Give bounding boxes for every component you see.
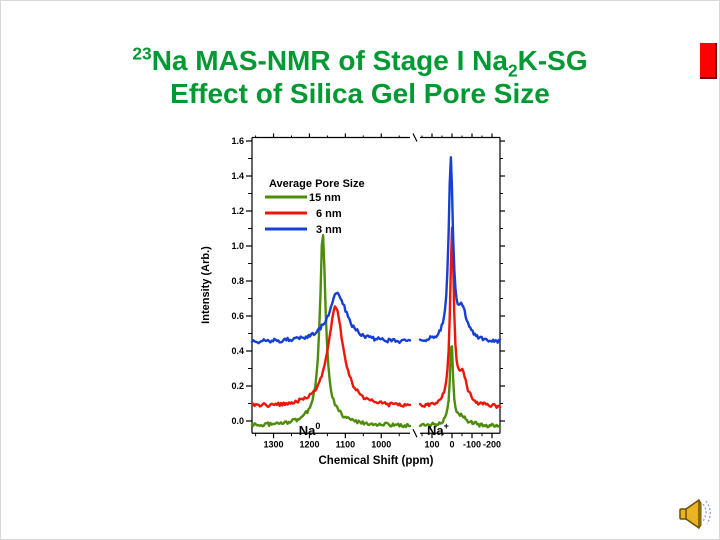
x-tick-label: 1100 bbox=[336, 439, 356, 449]
x-tick-label: -200 bbox=[483, 439, 501, 449]
series-line-3nm bbox=[250, 291, 412, 345]
annotation-na0: Na0 bbox=[299, 421, 321, 438]
axis-break-mark bbox=[412, 428, 418, 438]
nmr-chart-figure: 0.0 0.2 0.4 0.6 0.8 1.0 1.2 1.4 1.6 1300 1200 1100 1… bbox=[195, 133, 510, 480]
title-line-1: 23Na MAS-NMR of Stage I Na2K-SG bbox=[132, 43, 588, 81]
x-tick-label: 1200 bbox=[299, 439, 319, 449]
series-line-6nm bbox=[418, 226, 502, 409]
y-tick-label: 1.2 bbox=[231, 206, 244, 216]
speaker-icon[interactable] bbox=[674, 494, 714, 534]
axes: 0.0 0.2 0.4 0.6 0.8 1.0 1.2 1.4 1.6 1300 1200 1100 1… bbox=[231, 133, 505, 449]
slide-title: 23Na MAS-NMR of Stage I Na2K-SG Effect o… bbox=[0, 44, 720, 110]
speaker-icon-svg bbox=[679, 498, 711, 530]
legend-label-3nm: 3 nm bbox=[316, 224, 342, 236]
y-tick-label: 1.4 bbox=[231, 171, 244, 181]
title-subscript: 2 bbox=[507, 60, 518, 81]
title-line-2: Effect of Silica Gel Pore Size bbox=[170, 78, 550, 109]
speaker-body bbox=[679, 498, 702, 530]
y-tick-label: 0.2 bbox=[231, 381, 244, 391]
legend: Average Pore Size 15 nm 6 nm 3 nm bbox=[265, 178, 365, 236]
legend-label-15nm: 15 nm bbox=[309, 192, 341, 204]
series-line-3nm bbox=[418, 156, 502, 344]
red-accent-bar bbox=[700, 43, 717, 79]
annotation-na-plus: Na+ bbox=[427, 421, 449, 438]
series-line-15nm bbox=[418, 345, 502, 429]
legend-label-6nm: 6 nm bbox=[316, 208, 342, 220]
y-tick-label: 1.0 bbox=[231, 241, 244, 251]
y-tick-label: 1.6 bbox=[231, 136, 244, 146]
y-tick-label: 0.6 bbox=[231, 311, 244, 321]
x-tick-label: 100 bbox=[424, 439, 439, 449]
x-tick-label: 1300 bbox=[264, 439, 284, 449]
legend-title: Average Pore Size bbox=[269, 178, 365, 190]
y-tick-label: 0.0 bbox=[231, 416, 244, 426]
nmr-spectra-svg: 0.0 0.2 0.4 0.6 0.8 1.0 1.2 1.4 1.6 1300 1200 1100 1… bbox=[200, 133, 505, 467]
axis-break-mark bbox=[412, 133, 418, 142]
series-line-6nm bbox=[250, 305, 412, 408]
speaker-sound-waves bbox=[702, 500, 711, 525]
x-tick-label: 0 bbox=[449, 439, 454, 449]
x-axis-label: Chemical Shift (ppm) bbox=[318, 455, 433, 467]
spectra-series bbox=[250, 156, 502, 429]
y-axis-label: Intensity (Arb.) bbox=[200, 246, 212, 324]
x-tick-label: -100 bbox=[463, 439, 481, 449]
series-line-15nm bbox=[250, 234, 412, 429]
y-tick-label: 0.4 bbox=[231, 346, 244, 356]
title-superscript: 23 bbox=[132, 43, 152, 64]
x-tick-label: 1000 bbox=[371, 439, 391, 449]
y-tick-label: 0.8 bbox=[231, 276, 244, 286]
